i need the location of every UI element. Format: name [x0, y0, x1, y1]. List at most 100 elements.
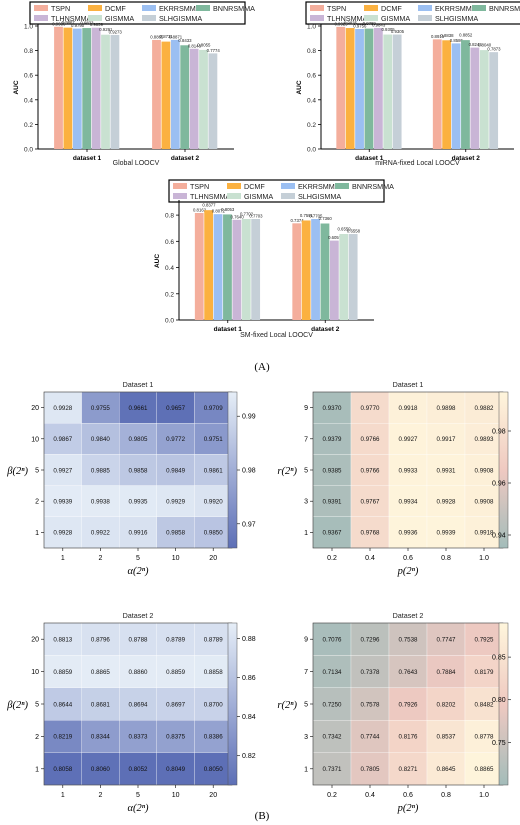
heatmap-4: 0.7076 0.7296 0.7538 0.7747 0.7925 0.7134 0.73… [277, 611, 511, 814]
x-tick-label: 0.4 [365, 792, 375, 799]
heatmap-cell [350, 516, 390, 549]
y-tick-label: 7 [304, 669, 308, 676]
heatmap-cell [156, 720, 195, 753]
heatmap-cell [350, 720, 390, 753]
heatmap-3: 0.8813 0.8796 0.8788 0.8789 0.8789 0.8859 0.88… [6, 611, 256, 814]
bar-data-label: 0.8915 [431, 34, 445, 39]
x-tick-label: 1 [61, 555, 65, 562]
colorbar-tick-label: 0.98 [492, 429, 506, 436]
colorbar-tick-label: 0.84 [242, 714, 256, 721]
heatmap-cell-label: 0.9935 [129, 499, 148, 506]
heatmap-cell-label: 0.7250 [323, 701, 342, 708]
heatmap-cell-label: 0.8219 [53, 734, 72, 741]
heatmap-cell-label: 0.8179 [475, 669, 494, 676]
x-tick-label: 0.6 [403, 555, 413, 562]
heatmap-cell-label: 0.7538 [399, 637, 418, 644]
legend-swatch-gismma [364, 15, 378, 21]
heatmap-cell-label: 0.9917 [437, 436, 456, 443]
heatmap-cell [312, 720, 352, 753]
heatmap-cell-label: 0.9751 [204, 436, 223, 443]
heatmap-cell [43, 752, 82, 786]
heatmap-cell-label: 0.9858 [129, 467, 148, 474]
heatmap-cell [156, 655, 195, 688]
heatmap-cell [312, 454, 352, 486]
panel-label-b: (B) [255, 810, 270, 822]
colorbar [227, 622, 238, 786]
heatmap-cell [426, 752, 466, 786]
heatmap-cell-label: 0.8697 [166, 701, 185, 708]
heatmap-cell-label: 0.9861 [204, 467, 223, 474]
legend-box [305, 1, 520, 25]
y-tick-label: 5 [35, 468, 39, 475]
heatmap-cell-label: 0.8645 [437, 766, 456, 773]
y-tick-label: 3 [304, 734, 308, 741]
bar-data-label: 0.8586 [450, 38, 464, 43]
heatmap-cell-label: 0.9939 [437, 530, 456, 537]
y-tick-label: 7 [304, 436, 308, 443]
heatmap-cell [81, 516, 120, 549]
heatmap-cell [426, 720, 466, 753]
bar-bnnrsmma-2 [320, 223, 330, 320]
heatmap-cell-label: 0.8482 [475, 701, 494, 708]
colorbar-tick-label: 0.88 [242, 636, 256, 643]
x-axis-label: p(2ⁿ) [397, 803, 419, 814]
x-tick-label: dataset 1 [214, 326, 243, 333]
heatmap-cell [388, 516, 428, 549]
bar-data-label: 0.6559 [337, 227, 351, 232]
heatmap-cell [43, 720, 82, 753]
chart-title: Global LOOCV [113, 160, 160, 167]
heatmap-cell-label: 0.9918 [475, 530, 494, 537]
heatmap-cell [43, 454, 82, 486]
heatmap-cell [388, 391, 428, 424]
heatmap-cell [312, 752, 352, 786]
legend-label-tspn: TSPN [51, 4, 70, 13]
bar-data-label: 0.9843 [372, 22, 386, 27]
heatmap-cell-label: 0.9367 [323, 530, 342, 537]
bar-data-label: 0.9305 [391, 29, 405, 34]
heatmap-cell-label: 0.8865 [91, 669, 110, 676]
heatmap-cell-label: 0.8202 [437, 701, 456, 708]
bar-gismma-1 [383, 34, 393, 149]
bar-tlhnsmma-1 [232, 219, 242, 320]
bar-bnnrsmma-1 [364, 28, 374, 150]
y-tick-label: 10 [31, 436, 39, 443]
bar-dcmf-2 [301, 220, 311, 320]
heatmap-cell-label: 0.8058 [53, 766, 72, 773]
heatmap-cell [156, 687, 195, 721]
heatmap-cell-label: 0.9850 [204, 530, 223, 537]
y-tick-label: 0.0 [24, 147, 33, 154]
y-tick-label: 2 [35, 734, 39, 741]
heatmap-cell-label: 0.8060 [91, 766, 110, 773]
bar-ekrrsmma-2 [311, 218, 320, 320]
y-tick-label: 10 [31, 669, 39, 676]
bar-data-label: 0.7591 [300, 213, 314, 218]
heatmap-cell-label: 0.8789 [204, 637, 223, 644]
x-tick-label: dataset 2 [452, 155, 481, 162]
x-tick-label: 10 [172, 792, 180, 799]
bar-bnnrsmma-2 [461, 40, 470, 149]
bar-dcmf-2 [161, 41, 171, 149]
heatmap-cell [194, 516, 233, 549]
legend-swatch-bnnrsmma [335, 183, 349, 189]
bar-data-label: 0.8072 [212, 209, 226, 214]
bar-data-label: 0.7774 [207, 48, 221, 53]
legend-label-tspn: TSPN [190, 182, 209, 191]
y-tick-label: 0.6 [165, 239, 174, 246]
legend-swatch-slhgismma [142, 15, 156, 21]
heatmap-cell-label: 0.8644 [53, 701, 72, 708]
heatmap-cell-label: 0.9767 [361, 499, 380, 506]
y-tick-label: 20 [31, 637, 39, 644]
heatmap-cell [350, 655, 390, 688]
heatmap-cell [156, 516, 195, 549]
heatmap-cell-label: 0.9385 [323, 467, 342, 474]
bar-data-label: 0.8731 [160, 34, 174, 39]
bar-dcmf-2 [442, 40, 452, 149]
bar-data-label: 0.8871 [169, 34, 183, 39]
heatmap-cell [426, 516, 466, 549]
legend-swatch-bnnrsmma [472, 5, 486, 11]
legend-swatch-dcmf [364, 5, 378, 11]
legend-swatch-tlhnsmma [173, 193, 187, 199]
bar-data-label: 0.8162 [193, 207, 207, 212]
heatmap-cell-label: 0.9922 [91, 530, 110, 537]
